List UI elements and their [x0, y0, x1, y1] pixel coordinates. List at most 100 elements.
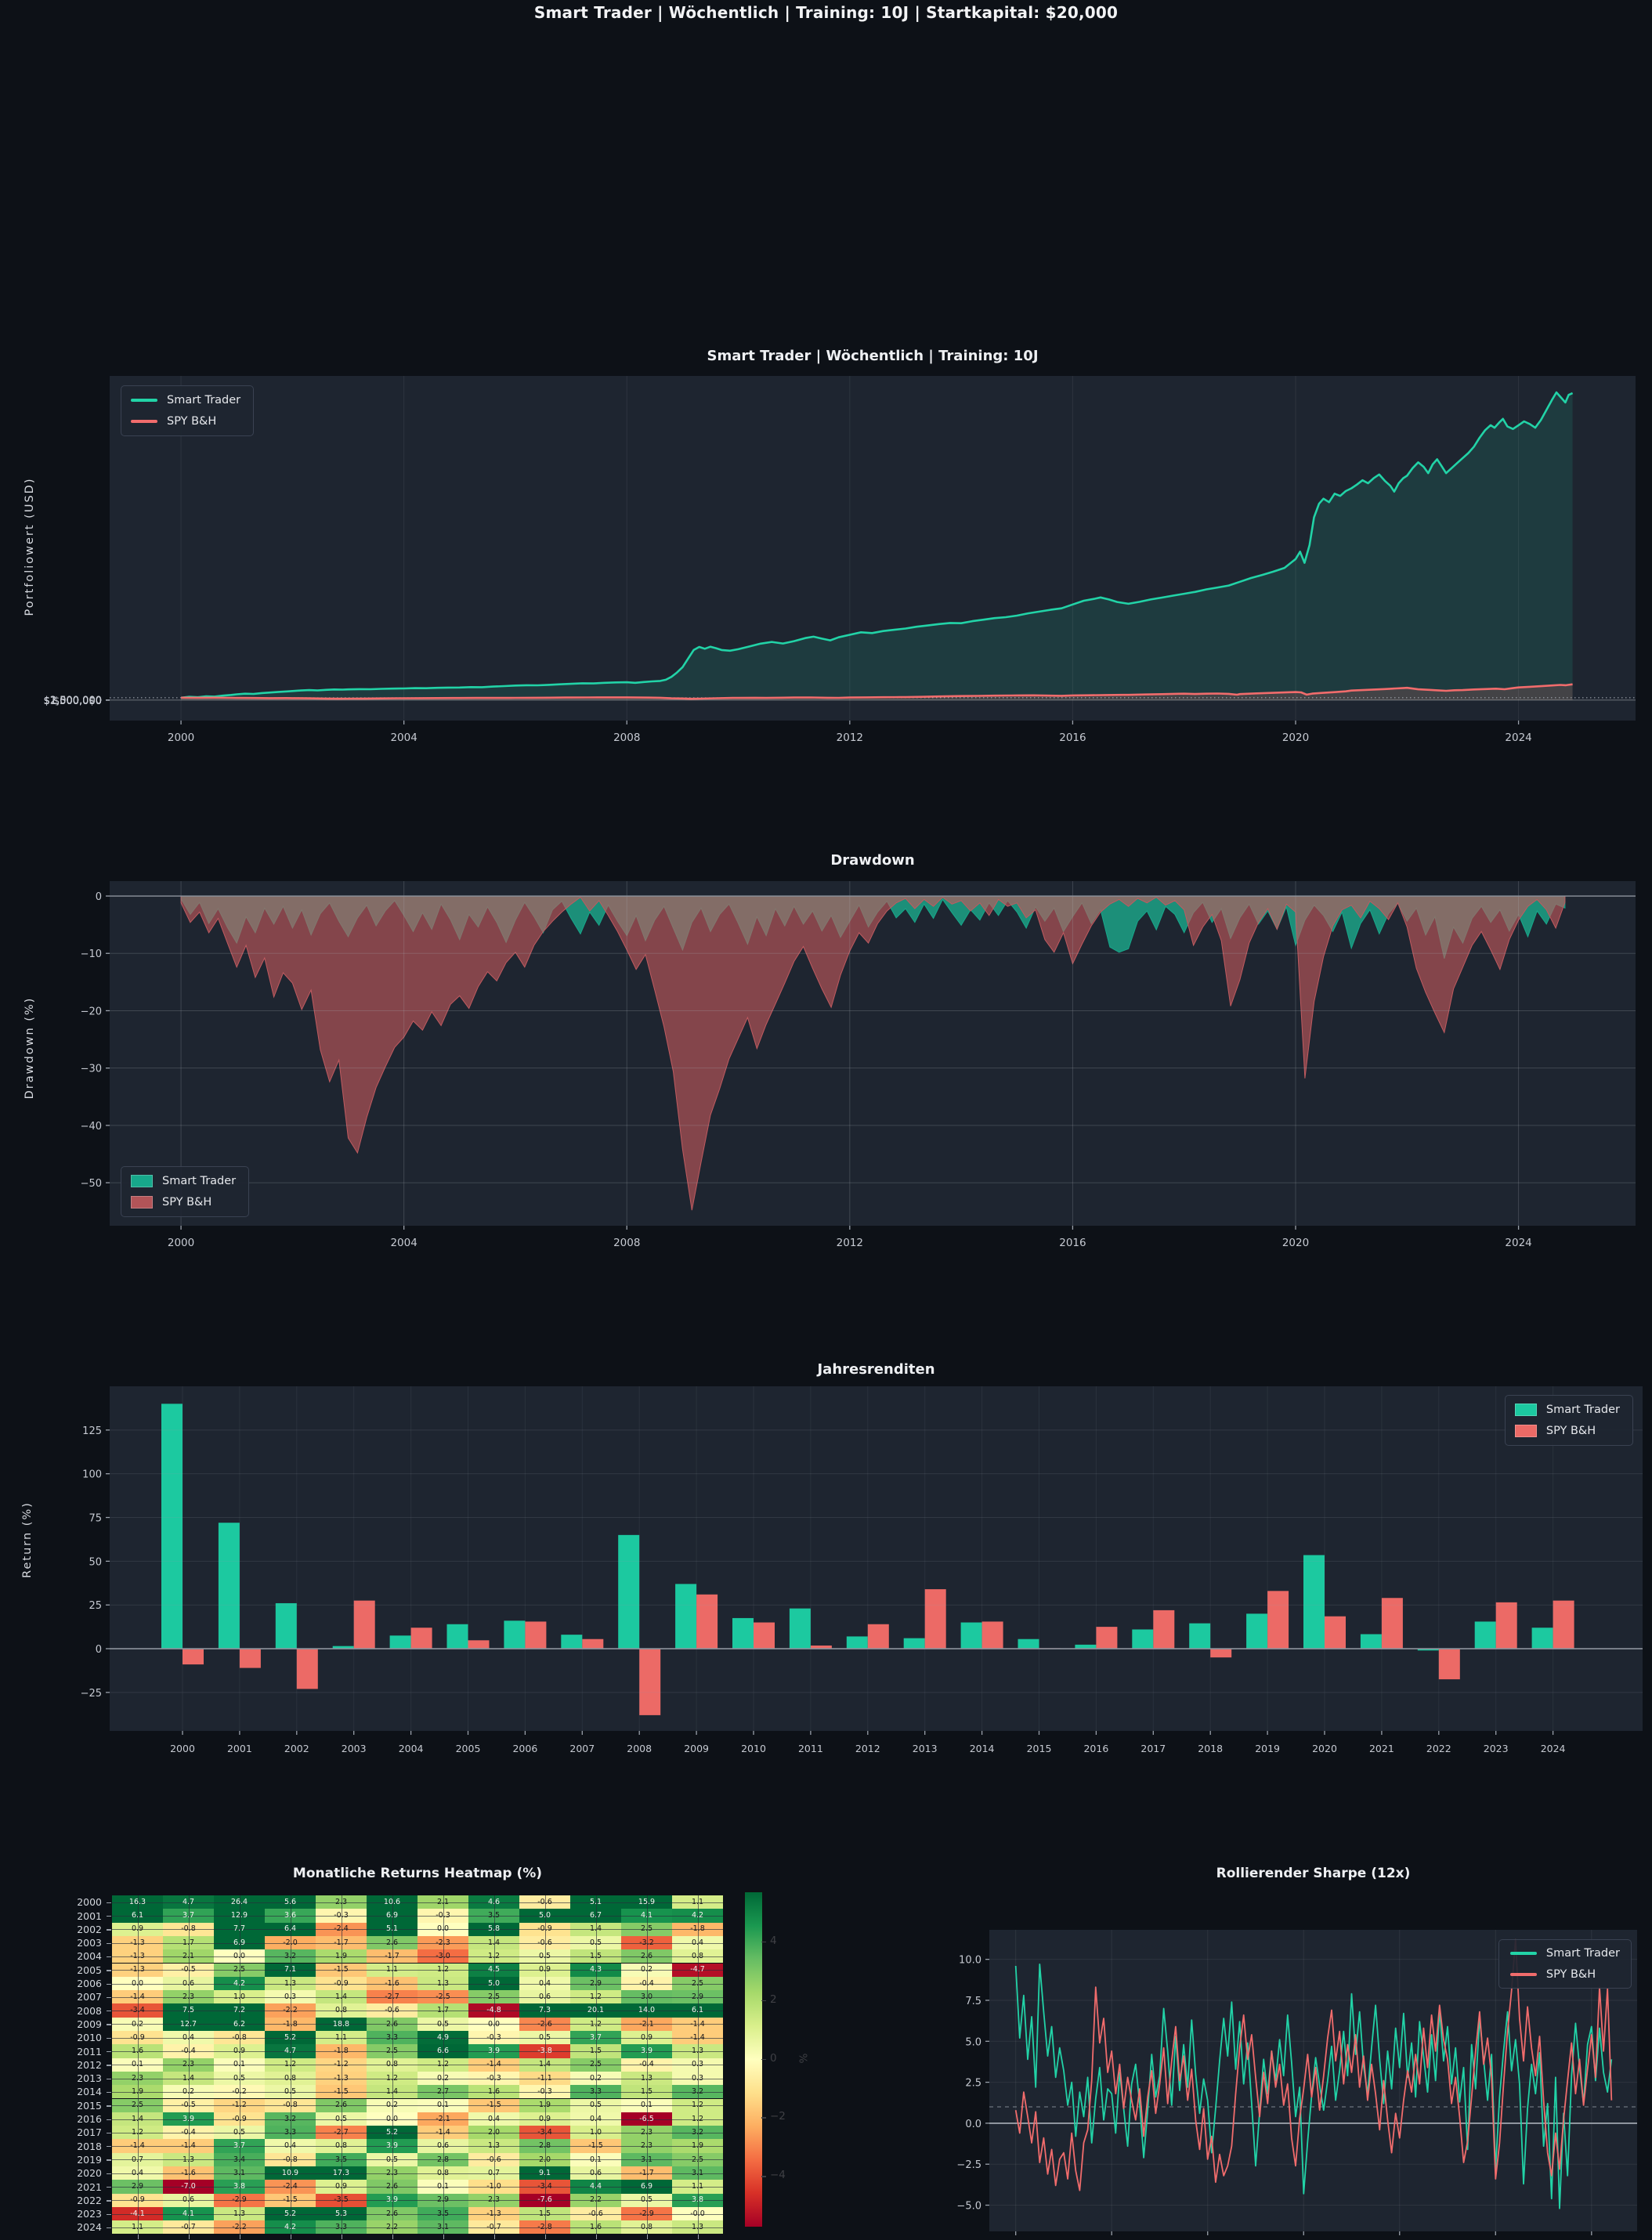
- heatmap-cell-value: 3.7: [233, 2141, 246, 2151]
- x-tick-label: 2014: [970, 1743, 995, 1754]
- heatmap-cell-value: 2.9: [691, 1992, 704, 2001]
- heatmap-row-tick: [107, 2173, 111, 2175]
- heatmap-row-label: 2015: [77, 2099, 102, 2112]
- heatmap-cell-value: -0.6: [486, 2155, 501, 2164]
- heatmap-cell-value: 1.9: [691, 2141, 704, 2151]
- x-tick-label: 2002: [284, 1743, 309, 1754]
- heatmap-cell-value: 2.5: [233, 1965, 246, 1974]
- heatmap-gridline: [112, 2024, 723, 2025]
- heatmap-row-label: 2013: [77, 2072, 102, 2085]
- return-bar: [1325, 1616, 1346, 1649]
- heatmap-cell-value: 0.8: [284, 2073, 297, 2083]
- heatmap-cell-value: 1.4: [131, 2114, 144, 2123]
- heatmap-gridline: [443, 1895, 444, 2235]
- return-bar: [675, 1584, 697, 1649]
- heatmap-cell-value: 1.3: [233, 2209, 246, 2218]
- heatmap-row-label: 2005: [77, 1964, 102, 1976]
- heatmap-cell-value: 0.0: [233, 1952, 246, 1961]
- x-tick-label: 2019: [1255, 1743, 1280, 1754]
- heatmap-cell-value: -1.7: [334, 1938, 349, 1947]
- smart-trader-patch-swatch: [131, 1175, 153, 1187]
- heatmap-cell-value: 1.2: [691, 2101, 704, 2110]
- heatmap-cell-value: 10.6: [383, 1897, 401, 1906]
- heatmap-cell-value: 1.2: [487, 1952, 501, 1961]
- heatmap-cell-value: 0.1: [640, 2101, 653, 2110]
- area-layer: [181, 392, 1573, 701]
- heatmap-cell-value: 4.9: [436, 2032, 450, 2042]
- heatmap-cell-value: 1.4: [182, 2073, 195, 2083]
- heatmap-cell-value: -1.2: [232, 2101, 247, 2110]
- heatmap-cell-value: 3.9: [182, 2114, 195, 2123]
- drawdown-chart-title: Drawdown: [830, 852, 915, 869]
- colorbar-tick-label: 4: [770, 1934, 777, 1947]
- heatmap-cell-value: -2.4: [334, 1924, 349, 1934]
- heatmap-cell-value: 0.2: [131, 2019, 144, 2029]
- heatmap-cell-value: 1.4: [538, 2060, 551, 2069]
- heatmap-cell-value: 1.9: [334, 1952, 348, 1961]
- y-tick-label: 0: [96, 891, 102, 903]
- return-bar: [1417, 1649, 1439, 1651]
- y-tick-label: −30: [81, 1064, 102, 1075]
- y-tick-label: −25: [81, 1688, 102, 1700]
- heatmap-cell-value: 3.3: [589, 2087, 602, 2097]
- heatmap-gridline: [112, 1902, 723, 1903]
- return-bar: [504, 1620, 526, 1649]
- x-tick-label: 2016: [1083, 1743, 1108, 1754]
- heatmap-cell-value: 3.5: [334, 2155, 348, 2164]
- heatmap-row-label: 2004: [77, 1950, 102, 1963]
- heatmap-cell-value: -2.7: [385, 1992, 399, 2001]
- colorbar-tick-mark: [761, 2176, 766, 2177]
- y-tick-label: −5.0: [956, 2201, 981, 2213]
- x-tick-label: 2008: [627, 1743, 652, 1754]
- return-bar: [846, 1636, 868, 1649]
- heatmap-cell-value: -2.2: [283, 2006, 298, 2015]
- heatmap-cell-value: -3.8: [537, 2047, 552, 2056]
- return-bar: [1303, 1555, 1325, 1649]
- heatmap-gridline: [112, 1956, 723, 1957]
- heatmap-cell-value: 0.9: [131, 1924, 144, 1934]
- heatmap-cell-value: -0.5: [181, 2101, 196, 2110]
- heatmap-cell-value: 10.9: [281, 2168, 299, 2177]
- y-tick-label: $500,000: [53, 695, 102, 707]
- heatmap-cell-value: 0.4: [538, 1978, 551, 1988]
- heatmap-cell-value: -0.6: [537, 1938, 552, 1947]
- heatmap-cell-value: -1.5: [334, 2087, 349, 2097]
- smart-trader-line-swatch: [1509, 1952, 1537, 1955]
- legend-item: SPY B&H: [131, 415, 240, 428]
- x-tick-label: 2001: [227, 1743, 252, 1754]
- sharpe-line: [1014, 1964, 1613, 2209]
- heatmap-cell-value: 2.6: [385, 2209, 399, 2218]
- annual-returns-chart-title: Jahresrenditen: [817, 1361, 935, 1378]
- heatmap-cell-value: -1.4: [130, 2141, 145, 2151]
- heatmap-cell-value: -0.8: [232, 2032, 247, 2042]
- heatmap-cell-value: 18.8: [332, 2019, 350, 2029]
- colorbar-tick-mark: [761, 2000, 766, 2002]
- annual-returns-chart: −25 0 25 50 75 100 125 2000 2001 2002 2003 2004 2005…: [81, 1386, 1643, 1754]
- colorbar-tick-label: −4: [770, 2169, 786, 2182]
- return-bar: [218, 1523, 240, 1649]
- heatmap-cell-value: 2.9: [131, 2182, 144, 2191]
- heatmap-row-tick: [107, 1942, 111, 1944]
- heatmap-cell-value: -2.1: [436, 2114, 450, 2123]
- heatmap-cell-value: 0.9: [640, 2032, 653, 2042]
- heatmap-cell-value: -0.7: [486, 2223, 501, 2232]
- colorbar-tick-mark: [761, 2117, 766, 2119]
- series-area: [181, 392, 1573, 701]
- heatmap-col-tick: [443, 2234, 444, 2239]
- heatmap-cell-value: -2.6: [537, 2019, 552, 2029]
- heatmap-cell-value: 7.2: [233, 2006, 246, 2015]
- heatmap-cell-value: 2.3: [640, 2127, 653, 2137]
- heatmap-row-tick: [107, 1983, 111, 1985]
- heatmap-cell-value: -0.8: [283, 2155, 298, 2164]
- heatmap-cell-value: 0.5: [334, 2114, 348, 2123]
- heatmap-row-tick: [107, 2091, 111, 2094]
- return-bar: [410, 1628, 432, 1649]
- heatmap-cell-value: 0.8: [385, 2060, 399, 2069]
- heatmap-cell-value: 4.6: [487, 1897, 501, 1906]
- heatmap-cell-value: 0.5: [233, 2073, 246, 2083]
- heatmap-cell-value: 9.1: [538, 2168, 551, 2177]
- return-bar: [239, 1649, 261, 1668]
- heatmap-cell-value: 12.9: [230, 1911, 248, 1920]
- heatmap-cell-value: 0.3: [284, 1992, 297, 2001]
